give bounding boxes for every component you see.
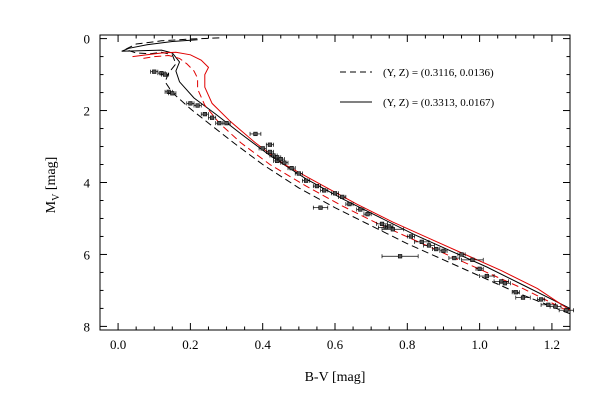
y-tick-label: 8	[84, 319, 91, 334]
star-data-point	[289, 166, 294, 171]
star-data-point	[452, 255, 457, 261]
star-data-point	[426, 243, 432, 248]
star-data-point	[209, 115, 215, 120]
isochrone-curves	[121, 37, 571, 315]
star-data-point	[379, 221, 385, 226]
y-tick-label: 6	[84, 247, 91, 262]
star-data-point	[296, 171, 301, 176]
plot-frame	[99, 34, 571, 331]
x-tick-label: 0.2	[182, 337, 198, 352]
star-data-point	[419, 239, 424, 244]
star-data-point	[170, 91, 175, 96]
star-data-point	[224, 121, 229, 126]
star-data-point	[538, 297, 544, 302]
star-data-point	[484, 273, 489, 279]
y-tick-label: 4	[84, 176, 91, 191]
isochrone-series-4	[132, 51, 571, 311]
data-points	[150, 69, 574, 313]
y-axis-title-tail: [mag]	[44, 157, 59, 194]
legend-label-solid: (Y, Z) = (0.3313, 0.0167)	[383, 97, 494, 109]
star-data-point	[546, 302, 551, 307]
star-data-point	[152, 69, 157, 74]
star-data-point	[358, 207, 363, 212]
y-axis-title-sub: V	[51, 193, 62, 201]
star-data-point	[340, 194, 345, 199]
star-data-point	[459, 252, 464, 257]
star-data-point	[188, 101, 193, 106]
star-data-point	[441, 248, 446, 253]
x-tick-label: 1.0	[471, 337, 487, 352]
isochrone-series-3	[143, 54, 571, 313]
star-data-point	[564, 308, 569, 313]
axis-ticks: 0.0 0.2 0.4 0.6 0.8 1.0 1.2 0 2 4 6 8	[84, 32, 570, 352]
legend-label-dashed: (Y, Z) = (0.3116, 0.0136)	[383, 67, 494, 79]
y-tick-label: 2	[84, 104, 91, 119]
star-data-point	[322, 188, 327, 193]
star-data-point	[202, 112, 207, 117]
plot-area	[99, 34, 571, 331]
star-data-point	[267, 142, 273, 147]
star-data-point	[502, 281, 508, 286]
star-data-point	[499, 279, 504, 284]
star-data-point	[253, 131, 258, 137]
x-tick-label: 0.6	[327, 337, 344, 352]
star-data-point	[303, 178, 309, 183]
isochrone-series-2	[121, 39, 571, 309]
x-tick-label: 1.2	[544, 337, 560, 352]
star-data-point	[318, 205, 323, 210]
star-data-point	[477, 266, 482, 271]
legend: (Y, Z) = (0.3116, 0.0136) (Y, Z) = (0.33…	[340, 67, 494, 109]
star-data-point	[278, 157, 283, 162]
star-data-point	[267, 149, 273, 155]
isochrone-series-1	[123, 37, 571, 315]
x-tick-label: 0.4	[255, 337, 272, 352]
star-data-point	[365, 212, 370, 217]
star-data-point	[434, 246, 439, 252]
star-data-point	[260, 146, 265, 151]
x-axis-title: B-V [mag]	[305, 370, 366, 385]
star-data-point	[347, 201, 352, 207]
star-data-point	[332, 191, 338, 196]
y-tick-label: 0	[84, 32, 91, 47]
star-data-point	[162, 72, 168, 77]
y-axis-title: MV [mag]	[44, 157, 62, 214]
star-data-point	[553, 304, 558, 309]
y-axis-title-main: M	[44, 200, 59, 213]
star-data-point	[513, 290, 518, 295]
x-tick-label: 0.8	[399, 337, 415, 352]
star-data-point	[282, 160, 287, 165]
star-data-point	[470, 257, 475, 262]
x-tick-label: 0.0	[110, 337, 126, 352]
star-data-point	[217, 121, 222, 126]
star-data-point	[408, 234, 414, 239]
star-data-point	[314, 183, 320, 189]
star-data-point	[195, 103, 200, 108]
star-data-point	[520, 295, 526, 300]
star-data-point	[397, 254, 403, 259]
star-data-point	[387, 224, 392, 229]
